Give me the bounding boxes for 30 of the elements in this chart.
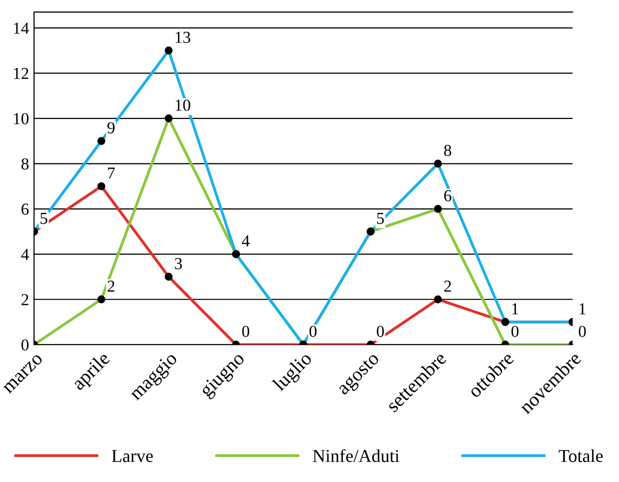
data-label: 9 (107, 122, 115, 134)
data-label: 0 (578, 326, 586, 338)
y-tick-label: 6 (22, 204, 29, 215)
data-label: 7 (108, 168, 115, 179)
data-label: 3 (175, 258, 182, 270)
data-label: 0 (511, 326, 519, 338)
legend-label: Totale (558, 449, 603, 462)
data-label: 1 (512, 303, 518, 314)
y-tick-label: 10 (14, 113, 29, 124)
y-tick-label: 12 (14, 68, 28, 79)
data-label: 10 (176, 100, 190, 111)
data-label: 5 (377, 212, 384, 224)
y-tick-label: 8 (21, 158, 29, 170)
data-label: 5 (40, 212, 48, 224)
data-label: 2 (108, 280, 114, 292)
y-tick-label: 0 (21, 339, 29, 351)
data-label: 0 (242, 326, 250, 338)
legend-label: Larve (112, 450, 153, 462)
y-tick-label: 14 (14, 22, 29, 34)
data-label: 13 (176, 32, 190, 43)
y-tick-label: 2 (22, 294, 28, 306)
y-tick-label: 4 (21, 248, 29, 260)
data-label: 6 (444, 190, 452, 202)
data-label: 0 (376, 326, 384, 338)
data-label: 8 (444, 144, 452, 156)
data-label: 1 (580, 303, 586, 314)
legend-label: Ninfe/Aduti (312, 449, 400, 462)
data-label: 2 (444, 280, 451, 292)
data-label: 4 (242, 235, 250, 246)
data-label: 0 (310, 326, 317, 338)
